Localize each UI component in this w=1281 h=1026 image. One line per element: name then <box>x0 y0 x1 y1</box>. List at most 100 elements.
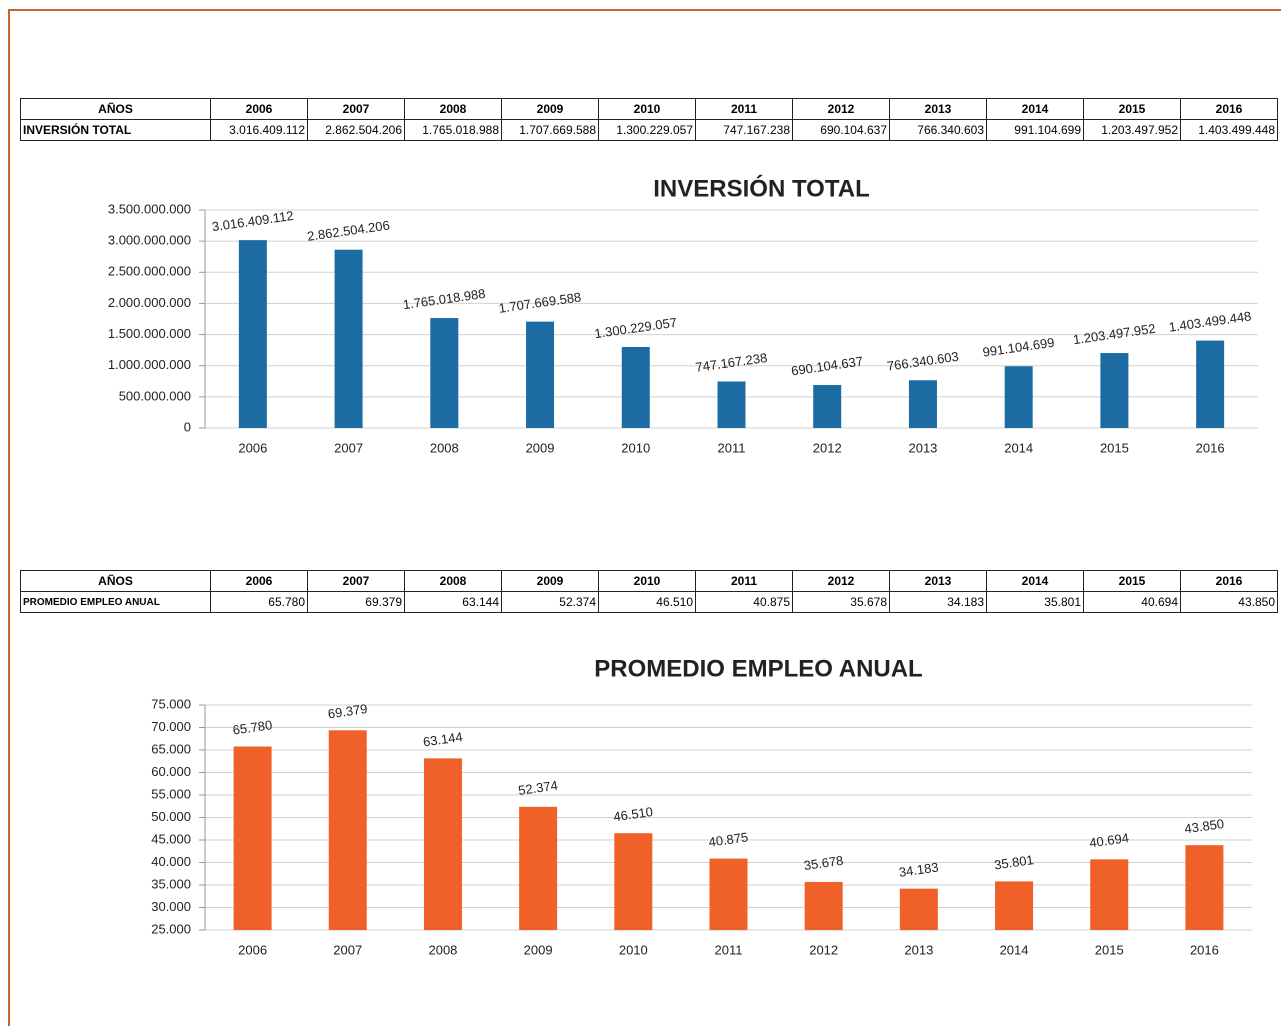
bar <box>1090 859 1129 930</box>
table-cell: 63.144 <box>404 591 502 613</box>
data-label: 3.016.409.112 <box>211 208 294 234</box>
data-label: 46.510 <box>612 804 653 824</box>
table-cell: 2007 <box>307 98 405 120</box>
bar <box>614 833 653 930</box>
data-table: AÑOS 2006 2007 2008 2009 2010 2011 2012 2013 2014… <box>20 98 1278 141</box>
table-cell: 35.678 <box>792 591 890 613</box>
table-cell: 65.780 <box>210 591 308 613</box>
table-cell: 1.403.499.448 <box>1180 119 1278 141</box>
table-row: PROMEDIO EMPLEO ANUAL 65.780 69.379 63.144 5… <box>20 591 1278 613</box>
table-cell: 2016 <box>1180 570 1278 592</box>
data-label: 34.183 <box>898 859 939 879</box>
x-tick-label: 2015 <box>1100 440 1129 455</box>
data-label: 1.300.229.057 <box>593 315 677 341</box>
y-tick-label: 55.000 <box>151 786 191 801</box>
x-tick-label: 2007 <box>334 440 363 455</box>
y-tick-label: 75.000 <box>151 696 191 711</box>
table-cell: 2016 <box>1180 98 1278 120</box>
bar <box>709 858 748 930</box>
bar <box>1004 366 1033 428</box>
x-tick-label: 2008 <box>430 440 459 455</box>
x-tick-label: 2012 <box>813 440 842 455</box>
bar <box>238 240 267 428</box>
y-tick-label: 30.000 <box>151 899 191 914</box>
bar <box>328 730 367 930</box>
table-row: AÑOS 2006 2007 2008 2009 2010 2011 2012 2013 2014… <box>20 570 1278 592</box>
data-label: 1.203.497.952 <box>1072 321 1156 347</box>
y-tick-label: 2.500.000.000 <box>108 264 191 279</box>
x-tick-label: 2016 <box>1196 440 1225 455</box>
data-label: 40.875 <box>708 829 749 849</box>
y-tick-label: 25.000 <box>151 921 191 936</box>
y-tick-label: 40.000 <box>151 854 191 869</box>
x-tick-label: 2013 <box>904 942 933 957</box>
table-cell: 46.510 <box>598 591 696 613</box>
bar <box>423 758 462 930</box>
y-tick-label: 3.000.000.000 <box>108 233 191 248</box>
data-label: 1.403.499.448 <box>1168 308 1252 334</box>
bar <box>717 381 746 428</box>
x-tick-label: 2009 <box>524 942 553 957</box>
y-tick-label: 35.000 <box>151 876 191 891</box>
x-tick-label: 2010 <box>621 440 650 455</box>
y-tick-label: 1.500.000.000 <box>108 326 191 341</box>
x-tick-label: 2008 <box>428 942 457 957</box>
data-label: 63.144 <box>422 729 463 749</box>
bar <box>899 888 938 930</box>
chart-title: PROMEDIO EMPLEO ANUAL <box>594 655 922 682</box>
table-cell: INVERSIÓN TOTAL <box>20 119 211 141</box>
data-label: 52.374 <box>517 778 558 798</box>
bar <box>430 318 459 428</box>
data-label: 766.340.603 <box>886 349 960 374</box>
data-label: 2.862.504.206 <box>306 217 390 243</box>
x-tick-label: 2006 <box>238 440 267 455</box>
table-cell: 991.104.699 <box>986 119 1084 141</box>
data-label: 1.765.018.988 <box>402 286 486 312</box>
bar <box>519 806 558 930</box>
data-label: 991.104.699 <box>982 335 1056 360</box>
table-cell: AÑOS <box>20 98 211 120</box>
data-label: 43.850 <box>1184 816 1225 836</box>
x-tick-label: 2012 <box>809 942 838 957</box>
y-tick-label: 65.000 <box>151 741 191 756</box>
x-tick-label: 2011 <box>718 440 746 455</box>
bar <box>995 881 1034 930</box>
bar <box>1100 353 1129 428</box>
bar <box>334 249 363 428</box>
data-label: 69.379 <box>327 701 368 721</box>
table-cell: 2014 <box>986 570 1084 592</box>
y-tick-label: 70.000 <box>151 719 191 734</box>
table-cell: 1.300.229.057 <box>598 119 696 141</box>
data-label: 690.104.637 <box>790 354 864 379</box>
data-label: 40.694 <box>1088 830 1129 850</box>
table-cell: 3.016.409.112 <box>210 119 308 141</box>
frame-border <box>8 9 10 1026</box>
y-tick-label: 45.000 <box>151 831 191 846</box>
chart-title: INVERSIÓN TOTAL <box>653 174 869 202</box>
data-label: 35.801 <box>993 852 1034 872</box>
data-label: 1.707.669.588 <box>498 289 582 315</box>
x-tick-label: 2015 <box>1095 942 1124 957</box>
table-cell: 1.707.669.588 <box>501 119 599 141</box>
y-tick-label: 60.000 <box>151 764 191 779</box>
bar <box>813 385 842 428</box>
y-tick-label: 3.500.000.000 <box>108 201 191 216</box>
y-tick-label: 500.000.000 <box>119 388 191 403</box>
x-tick-label: 2011 <box>715 942 743 957</box>
bar <box>621 347 650 428</box>
table-row: INVERSIÓN TOTAL 3.016.409.112 2.862.504.20… <box>20 119 1278 141</box>
x-tick-label: 2013 <box>908 440 937 455</box>
x-tick-label: 2010 <box>619 942 648 957</box>
x-tick-label: 2006 <box>238 942 267 957</box>
table-cell: 766.340.603 <box>889 119 987 141</box>
x-tick-label: 2016 <box>1190 942 1219 957</box>
y-tick-label: 50.000 <box>151 809 191 824</box>
table-cell: 2011 <box>695 570 793 592</box>
bar <box>233 746 272 930</box>
table-cell: 40.694 <box>1083 591 1181 613</box>
x-tick-label: 2014 <box>1004 440 1033 455</box>
table-cell: 69.379 <box>307 591 405 613</box>
frame-border <box>8 9 1281 11</box>
